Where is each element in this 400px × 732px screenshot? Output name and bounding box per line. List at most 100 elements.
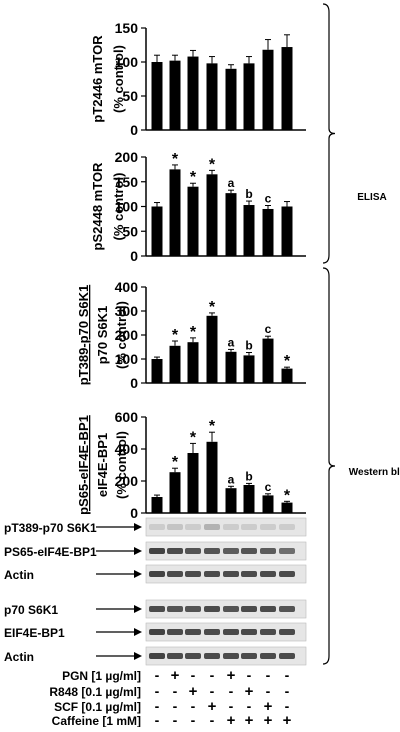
blot-band [223, 653, 239, 659]
y-tick-label: 0 [130, 248, 138, 264]
data-annotation: b [245, 469, 252, 483]
y-tick-label: 0 [130, 505, 138, 521]
blot-band [167, 629, 183, 635]
y-axis-label: pT2446 mTOR [90, 35, 105, 123]
y-tick-label: 100 [115, 54, 139, 70]
blot-band [279, 606, 295, 612]
blot-label: p70 S6K1 [4, 603, 58, 617]
treatment-label: SCF [0.1 µg/ml] [54, 700, 141, 714]
blot-band [204, 571, 220, 577]
chart-panel-2: 0 50 100 150 200 pS2448 mTOR (% control) * * * ab c [90, 149, 306, 264]
treatment-sign: - [285, 683, 290, 699]
blot-band [167, 571, 183, 577]
treatment-sign: - [191, 667, 196, 683]
chart-panel-1: 0 50 100 150 pT2446 mTOR (% control) [90, 20, 306, 138]
treatment-sign: - [155, 683, 160, 699]
data-annotation: b [245, 187, 252, 201]
blot-band [279, 629, 295, 635]
data-annotation: c [265, 480, 272, 494]
data-annotation: * [209, 299, 216, 316]
blot-band [149, 548, 165, 554]
data-annotation: * [209, 418, 216, 435]
blot-arrow-head [134, 628, 142, 636]
blot-band [260, 629, 276, 635]
blot-band [241, 629, 257, 635]
blot-band [149, 524, 165, 530]
y-axis-label: (% control) [114, 431, 129, 499]
data-annotation: a [228, 472, 235, 486]
treatment-sign: - [155, 698, 160, 714]
data-annotation: * [209, 156, 216, 173]
data-annotation: * [172, 454, 179, 471]
y-tick-label: 200 [115, 149, 139, 165]
y-tick-label: 100 [115, 199, 139, 215]
blot-band [241, 524, 257, 530]
blot-row-1: pT389-p70 S6K1 [4, 517, 307, 537]
data-annotation: a [228, 335, 235, 349]
blot-band [185, 571, 201, 577]
y-tick-label: 400 [115, 279, 139, 295]
y-tick-label: 200 [115, 327, 139, 343]
bar [243, 355, 255, 383]
y-axis-label: pS65-eIF4E-BP1 [76, 415, 91, 515]
treatment-row-2: R848 [0.1 µg/ml] - - + - - + - - [49, 683, 289, 700]
blot-band [167, 606, 183, 612]
y-tick-label: 0 [130, 122, 138, 138]
treatment-sign: - [210, 712, 215, 727]
y-axis-label: (% control) [111, 173, 126, 241]
blot-band [260, 548, 276, 554]
bar [151, 206, 163, 256]
bar [225, 351, 237, 383]
blot-band [223, 606, 239, 612]
blot-band [241, 571, 257, 577]
treatment-sign: - [191, 698, 196, 714]
treatment-sign: - [191, 712, 196, 727]
blot-band [279, 548, 295, 554]
treatment-sign: - [173, 712, 178, 727]
data-annotation: * [172, 151, 179, 168]
bar [225, 193, 237, 256]
bar [225, 488, 237, 513]
bar [243, 485, 255, 513]
blot-band [223, 548, 239, 554]
y-tick-label: 100 [115, 351, 139, 367]
bar [169, 472, 181, 513]
bar [206, 174, 218, 256]
bar [243, 63, 255, 130]
bar [243, 205, 255, 256]
blot-band [260, 653, 276, 659]
blot-band [279, 524, 295, 530]
bar [151, 62, 163, 130]
blot-band [223, 524, 239, 530]
blot-label: Actin [4, 650, 34, 664]
treatment-sign: + [227, 712, 236, 727]
treatment-label: PGN [1 µg/ml] [62, 669, 141, 683]
data-annotation: c [265, 322, 272, 336]
y-axis-label: pT389-p70 S6K1 [76, 285, 91, 385]
blot-band [204, 653, 220, 659]
bar [281, 206, 293, 256]
treatment-sign: - [266, 667, 271, 683]
bar [187, 56, 199, 131]
blot-row-6: Actin [4, 646, 307, 666]
treatment-sign: - [173, 683, 178, 699]
treatment-sign: + [264, 712, 273, 727]
blot-band [167, 653, 183, 659]
treatment-sign: + [283, 712, 292, 727]
blot-band [223, 629, 239, 635]
treatment-sign: - [173, 698, 178, 714]
blot-band [149, 629, 165, 635]
blot-row-3: Actin [4, 564, 307, 584]
treatment-sign: - [285, 667, 290, 683]
bar [281, 47, 293, 130]
data-annotation: a [228, 176, 235, 190]
data-annotation: c [265, 192, 272, 206]
treatment-sign: + [245, 712, 254, 727]
bar [169, 60, 181, 130]
blot-band [260, 606, 276, 612]
treatment-row-4: Caffeine [1 mM] - - - - + + + + [52, 712, 292, 729]
chart-panel-3: 0 100 200 300 400 pT389-p70 S6K1 p70 S6K1 (% co… [76, 279, 306, 391]
blot-band [241, 606, 257, 612]
